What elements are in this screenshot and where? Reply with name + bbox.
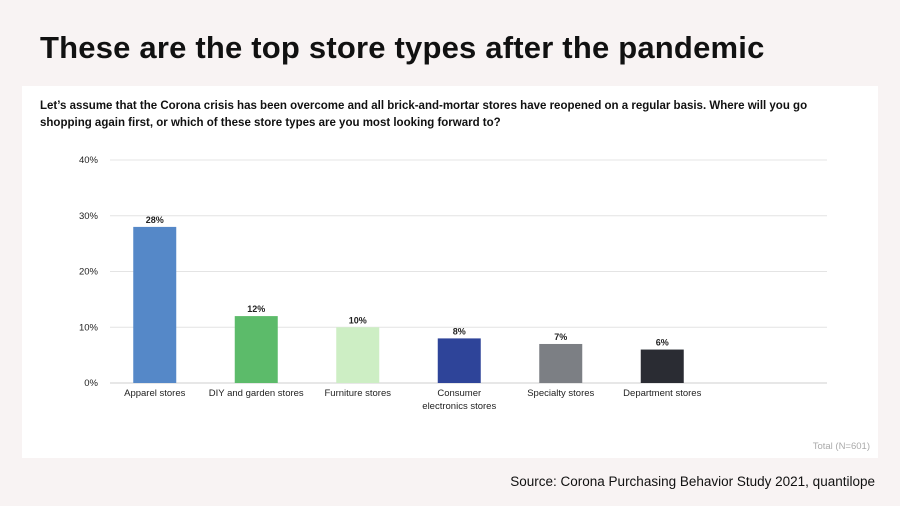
bar-value-label: 10% xyxy=(349,315,367,325)
category-label: DIY and garden stores xyxy=(209,388,304,399)
bar xyxy=(640,349,684,383)
category-label: Consumer xyxy=(437,388,481,399)
bar-value-label: 7% xyxy=(554,332,567,342)
bar xyxy=(336,327,380,383)
chart-title: These are the top store types after the … xyxy=(40,30,765,65)
bar-value-label: 8% xyxy=(453,326,466,336)
bar xyxy=(539,343,583,383)
bar-value-label: 12% xyxy=(247,304,265,314)
y-tick-label: 40% xyxy=(79,155,99,166)
category-label: Specialty stores xyxy=(527,388,594,399)
y-tick-label: 0% xyxy=(84,378,98,389)
y-tick-label: 20% xyxy=(79,267,99,278)
bar-value-label: 28% xyxy=(146,215,164,225)
bar-value-label: 6% xyxy=(656,338,669,348)
category-label: electronics stores xyxy=(422,401,496,412)
category-label: Apparel stores xyxy=(124,388,186,399)
total-note: Total (N=601) xyxy=(812,441,870,452)
y-tick-label: 10% xyxy=(79,322,99,333)
category-label: Furniture stores xyxy=(324,388,391,399)
chart-card: Let’s assume that the Corona crisis has … xyxy=(22,86,878,458)
bar-chart: 0% 10% 20% 30% 40% 28% Apparel stores 12% DIY an… xyxy=(79,155,827,412)
bar xyxy=(437,338,481,383)
y-tick-label: 30% xyxy=(79,211,99,222)
category-label: Department stores xyxy=(623,388,701,399)
bar xyxy=(234,316,278,383)
bar xyxy=(133,226,177,383)
source-note: Source: Corona Purchasing Behavior Study… xyxy=(510,474,875,489)
survey-question: Let’s assume that the Corona crisis has … xyxy=(40,100,808,129)
